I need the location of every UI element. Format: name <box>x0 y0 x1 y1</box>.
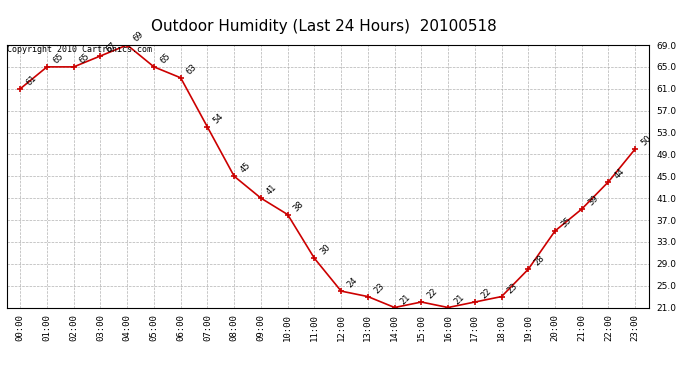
Text: 21: 21 <box>399 292 413 306</box>
Text: 54: 54 <box>212 112 226 126</box>
Text: 38: 38 <box>292 199 306 213</box>
Text: 65: 65 <box>158 52 172 66</box>
Text: 45: 45 <box>238 161 252 175</box>
Text: 44: 44 <box>613 166 627 180</box>
Text: 28: 28 <box>533 254 546 268</box>
Text: 30: 30 <box>319 243 333 257</box>
Text: 35: 35 <box>559 216 573 229</box>
Text: 50: 50 <box>640 134 653 147</box>
Text: 41: 41 <box>265 183 279 197</box>
Text: 65: 65 <box>51 52 65 66</box>
Text: 21: 21 <box>452 292 466 306</box>
Text: 23: 23 <box>506 281 520 295</box>
Text: 24: 24 <box>345 276 359 290</box>
Text: 67: 67 <box>105 40 119 54</box>
Text: 69: 69 <box>131 30 146 44</box>
Text: 22: 22 <box>426 287 440 301</box>
Text: 63: 63 <box>185 63 199 76</box>
Text: 65: 65 <box>78 52 92 66</box>
Text: 61: 61 <box>24 74 39 87</box>
Text: 39: 39 <box>586 194 600 208</box>
Text: 22: 22 <box>479 287 493 301</box>
Text: Outdoor Humidity (Last 24 Hours)  20100518: Outdoor Humidity (Last 24 Hours) 2010051… <box>151 19 497 34</box>
Text: Copyright 2010 Cartronics.com: Copyright 2010 Cartronics.com <box>7 45 152 54</box>
Text: 23: 23 <box>372 281 386 295</box>
